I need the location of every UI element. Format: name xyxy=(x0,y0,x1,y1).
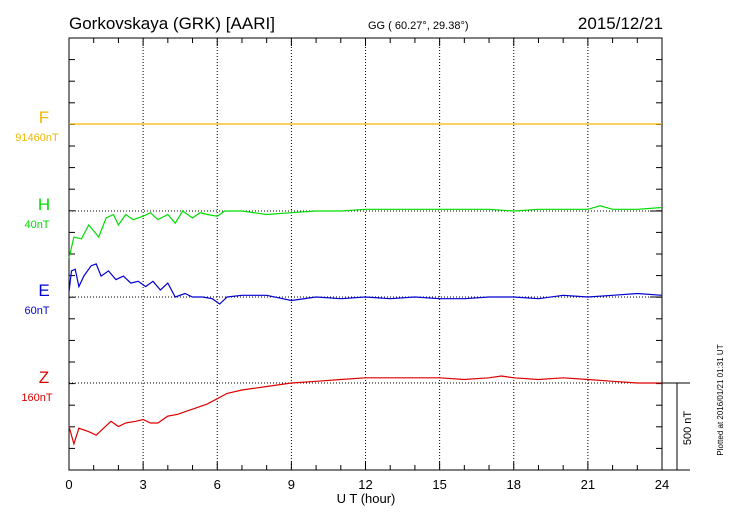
series-baseline-f: 91460nT xyxy=(15,132,59,144)
series-name-f: F xyxy=(39,108,49,127)
x-tick-label: 15 xyxy=(432,477,446,492)
station-title: Gorkovskaya (GRK) [AARI] xyxy=(69,14,275,33)
series-name-z: Z xyxy=(39,368,49,387)
series-line-z xyxy=(68,375,662,446)
series-baseline-h: 40nT xyxy=(24,219,49,231)
x-tick-label: 9 xyxy=(288,477,295,492)
x-tick-label: 6 xyxy=(214,477,221,492)
grid-lines xyxy=(69,38,662,470)
series-name-h: H xyxy=(38,195,50,214)
scale-bar-label: 500 nT xyxy=(682,411,694,446)
series-baseline-z: 160nT xyxy=(21,392,52,404)
series-baseline-e: 60nT xyxy=(24,305,49,317)
series-line-e xyxy=(68,263,663,305)
x-tick-label: 3 xyxy=(140,477,147,492)
x-tick-label: 21 xyxy=(581,477,595,492)
x-tick-label: 12 xyxy=(358,477,372,492)
date-label: 2015/12/21 xyxy=(578,14,663,33)
x-tick-label: 24 xyxy=(655,477,669,492)
x-tick-label: 18 xyxy=(507,477,521,492)
coords-label: GG ( 60.27°, 29.38°) xyxy=(368,20,469,32)
series-name-e: E xyxy=(38,281,49,300)
axis-ticks: 0 3 6 9 12 15 18 21 24 xyxy=(65,37,669,492)
series-group xyxy=(68,123,663,446)
series-line-h xyxy=(68,205,663,259)
x-tick-label: 0 xyxy=(65,477,72,492)
x-axis-label: U T (hour) xyxy=(337,491,396,506)
trace-labels: F 91460nT H 40nT E 60nT Z 160nT xyxy=(15,108,59,404)
plotted-at-note: Plotted at 2016/01/21 01:31 UT xyxy=(716,344,725,455)
